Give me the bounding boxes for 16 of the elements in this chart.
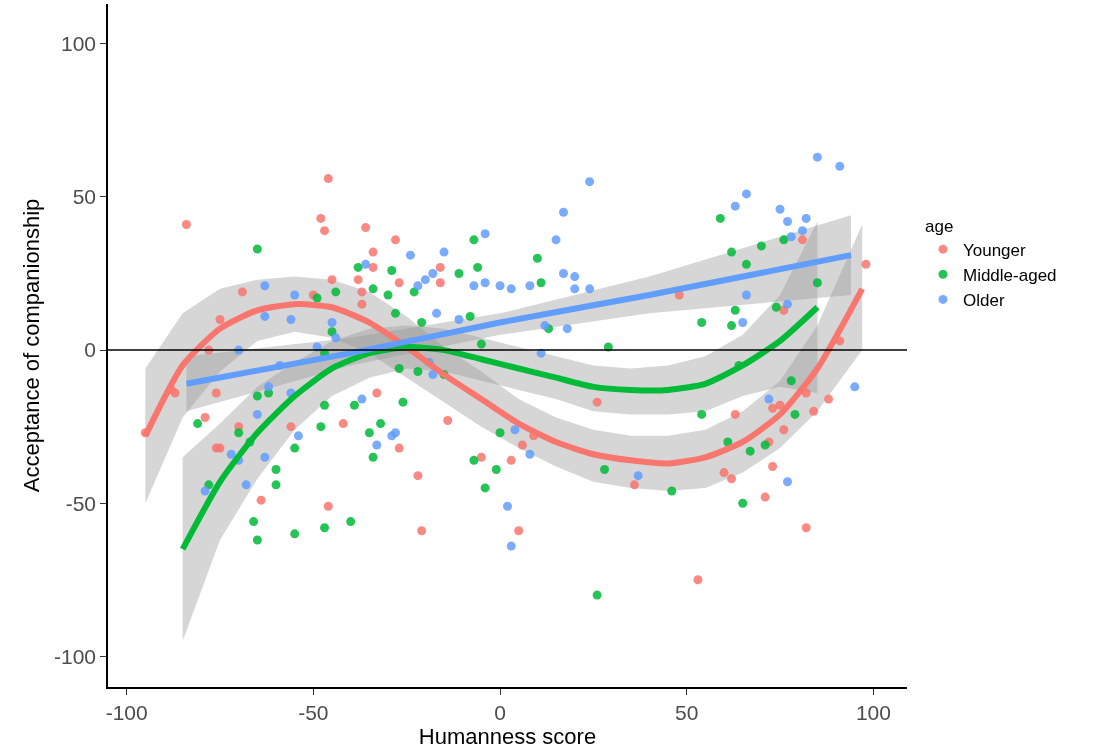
y-tick-label: 0	[84, 338, 97, 362]
x-tick-label: 50	[675, 700, 699, 724]
y-tick-label: -50	[65, 491, 97, 515]
legend-label: Younger	[962, 240, 1027, 260]
y-tick-label: -100	[54, 644, 97, 668]
legend-title: age	[924, 216, 954, 236]
x-axis-title: Humanness score	[418, 723, 597, 749]
y-tick-label: 50	[72, 185, 97, 209]
x-tick-label: 100	[855, 700, 891, 724]
x-tick-label: -100	[105, 700, 148, 724]
y-tick-label: 100	[61, 32, 97, 56]
y-axis-title: Acceptance of companionship	[19, 198, 45, 493]
legend-label: Middle-aged	[962, 265, 1057, 285]
x-tick-label: -50	[298, 700, 329, 724]
x-tick-label: 0	[494, 700, 506, 724]
legend-label: Older	[962, 291, 1005, 311]
